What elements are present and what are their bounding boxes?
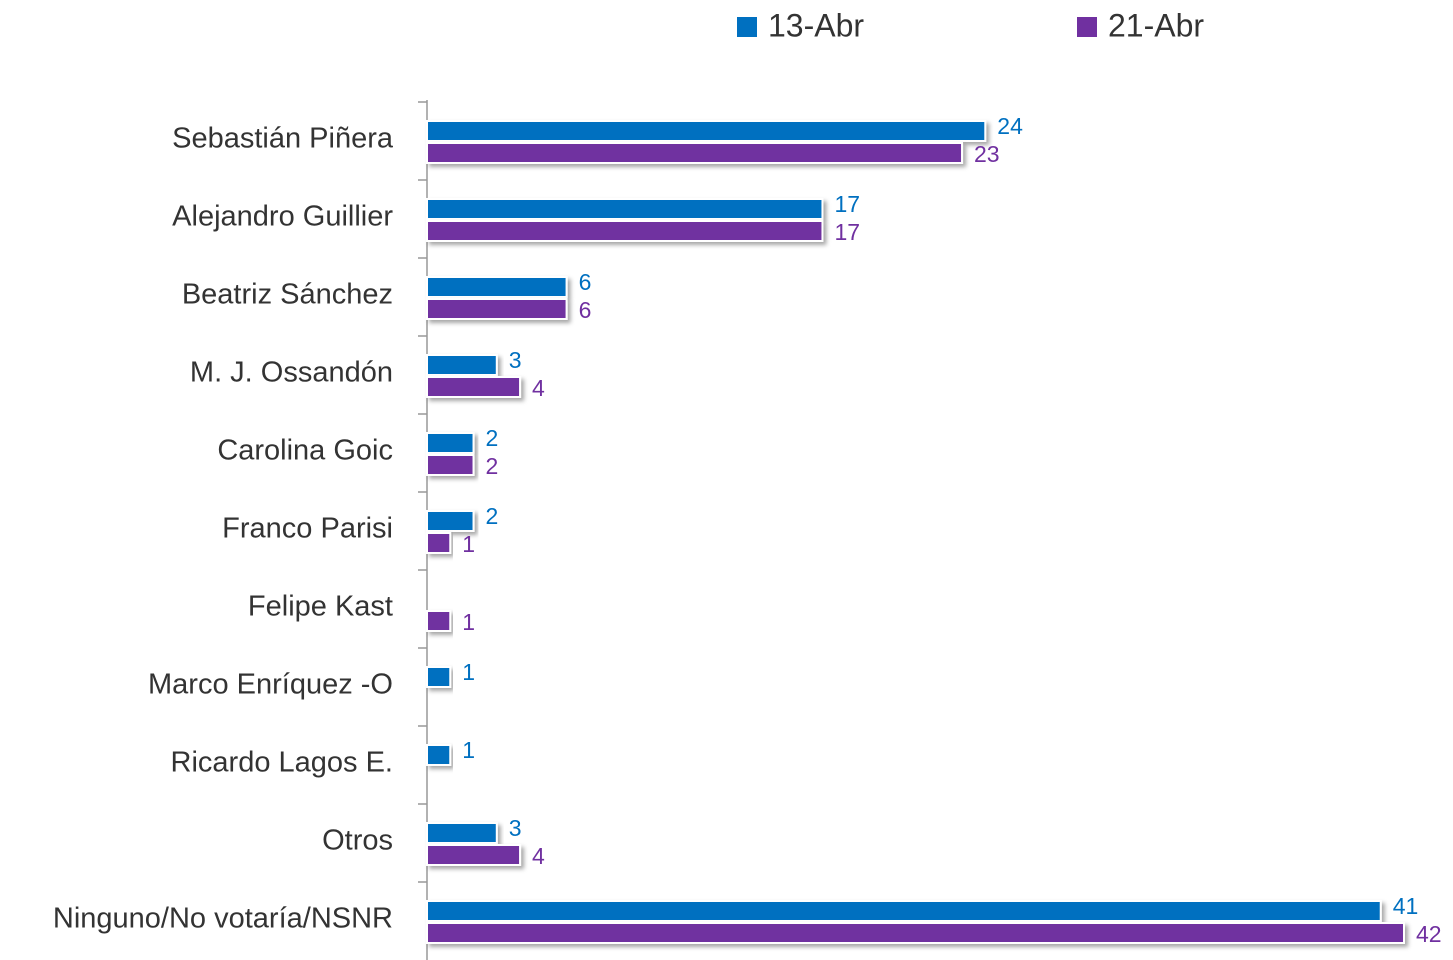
bar	[426, 454, 475, 476]
bar	[426, 900, 1382, 922]
bar	[426, 142, 964, 164]
y-tick-label: Marco Enríquez -O	[148, 669, 393, 701]
data-label: 17	[834, 191, 860, 217]
bar	[426, 354, 498, 376]
y-tick-label: Sebastián Piñera	[172, 123, 394, 155]
data-label: 1	[462, 609, 475, 635]
y-tick-label: Franco Parisi	[222, 513, 393, 545]
data-label: 4	[532, 375, 545, 401]
bar	[426, 922, 1405, 944]
data-label: 2	[486, 425, 499, 451]
bar	[426, 510, 475, 532]
y-tick-label: M. J. Ossandón	[190, 357, 393, 389]
y-tick-label: Felipe Kast	[248, 591, 393, 623]
legend-swatch	[1077, 17, 1097, 37]
data-label: 1	[462, 531, 475, 557]
data-label: 24	[997, 113, 1023, 139]
data-label: 41	[1393, 893, 1419, 919]
y-tick-label: Beatriz Sánchez	[182, 279, 393, 311]
bar	[426, 844, 522, 866]
legend-label: 21-Abr	[1108, 7, 1204, 43]
y-tick-label: Alejandro Guillier	[172, 201, 393, 233]
bar	[426, 220, 824, 242]
bar	[426, 532, 452, 554]
data-label: 42	[1416, 921, 1442, 947]
y-tick-label: Ninguno/No votaría/NSNR	[53, 903, 393, 935]
data-label: 3	[509, 815, 522, 841]
data-label: 3	[509, 347, 522, 373]
data-label: 2	[486, 453, 499, 479]
legend-label: 13-Abr	[768, 7, 864, 43]
bar	[426, 744, 452, 766]
bar	[426, 822, 498, 844]
y-tick-label: Ricardo Lagos E.	[171, 747, 393, 779]
data-label: 17	[834, 219, 860, 245]
data-label: 6	[579, 269, 592, 295]
data-label: 6	[579, 297, 592, 323]
legend-swatch	[737, 17, 757, 37]
y-tick-label: Carolina Goic	[217, 435, 393, 467]
y-tick-label: Otros	[322, 825, 393, 857]
bar	[426, 198, 824, 220]
bar	[426, 432, 475, 454]
bar	[426, 276, 568, 298]
bar	[426, 610, 452, 632]
data-label: 1	[462, 737, 475, 763]
data-label: 23	[974, 141, 1000, 167]
data-label: 4	[532, 843, 545, 869]
data-label: 2	[486, 503, 499, 529]
data-label: 1	[462, 659, 475, 685]
bar	[426, 120, 987, 142]
bar	[426, 298, 568, 320]
bar	[426, 376, 522, 398]
bar	[426, 666, 452, 688]
